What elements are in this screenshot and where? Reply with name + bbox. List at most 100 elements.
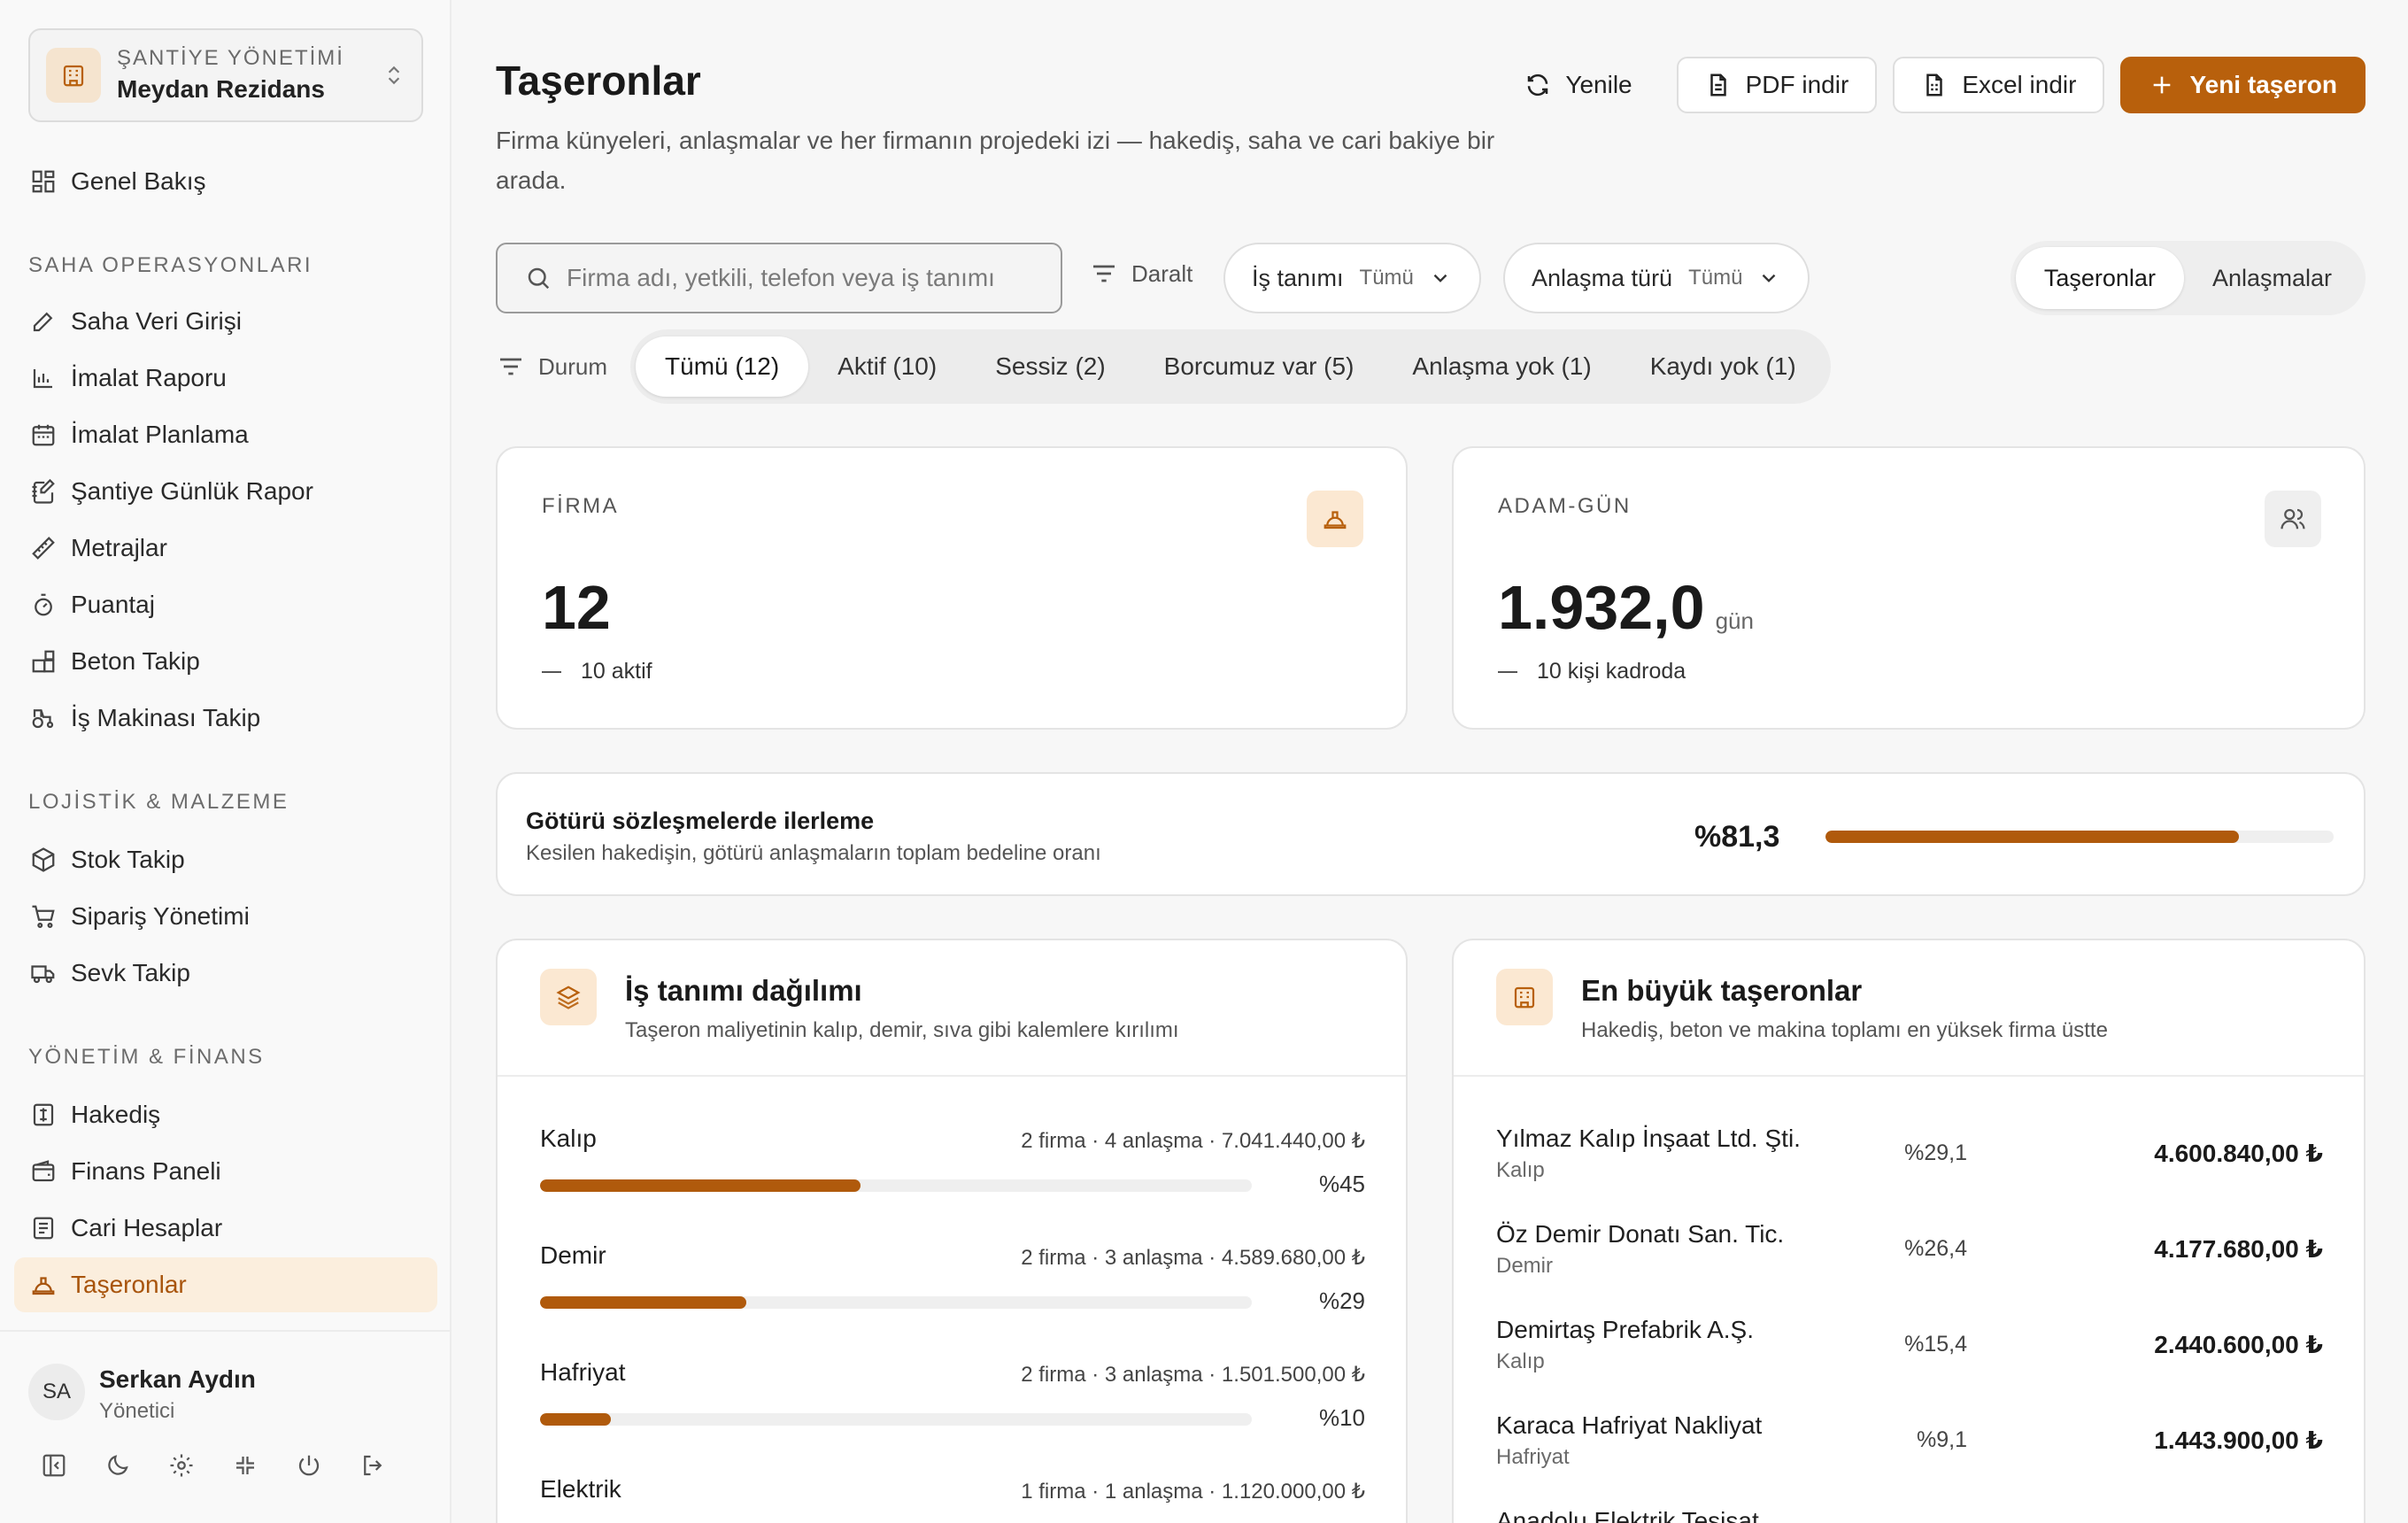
tab-subcontractors[interactable]: Taşeronlar [2015, 247, 2184, 309]
distribution-track [540, 1413, 1252, 1426]
search-box[interactable] [496, 243, 1062, 313]
new-label: Yeni taşeron [2189, 71, 2337, 98]
chevron-up-down-icon [382, 64, 405, 87]
status-tab-active[interactable]: Aktif (10) [837, 352, 938, 380]
status-tab-no-record[interactable]: Kaydı yok (1) [1649, 352, 1796, 380]
project-name: Meydan Rezidans [117, 75, 325, 103]
contractor-name: Demirtaş Prefabrik A.Ş. [1496, 1316, 1754, 1343]
search-input[interactable] [567, 264, 1027, 292]
contractor-name: Yılmaz Kalıp İnşaat Ltd. Şti. [1496, 1125, 1801, 1152]
nav-section-logistics: LOJİSTİK & MALZEME [28, 790, 289, 814]
list-item[interactable]: Karaca Hafriyat Nakliyat Hafriyat %9,1 1… [1496, 1411, 2323, 1500]
status-label-text: Durum [538, 352, 608, 380]
contractor-category: Hafriyat [1496, 1445, 1570, 1469]
page-title: Taşeronlar [496, 58, 701, 104]
layers-icon [540, 969, 597, 1025]
nav-item-finance-panel[interactable]: Finans Paneli [14, 1144, 437, 1199]
notebook-pen-icon [28, 476, 58, 506]
logout-icon[interactable] [358, 1450, 388, 1480]
panel-header: En büyük taşeronlar Hakediş, beton ve ma… [1454, 940, 2364, 1077]
nav-item-machinery-tracking[interactable]: İş Makinası Takip [14, 691, 437, 746]
ledger-icon [28, 1213, 58, 1243]
avatar[interactable]: SA [28, 1364, 85, 1420]
contractor-amount: 2.440.600,00 ₺ [2154, 1331, 2323, 1358]
narrow-button[interactable]: Daralt [1089, 259, 1192, 289]
receipt-icon [28, 1100, 58, 1130]
kpi-value-number: 1.932,0 [1498, 573, 1705, 642]
list-item[interactable]: Yılmaz Kalıp İnşaat Ltd. Şti. Kalıp %29,… [1496, 1125, 2323, 1213]
distribution-meta: 2 firma · 3 anlaşma · 4.589.680,00 ₺ [1021, 1246, 1365, 1270]
cart-icon [28, 901, 58, 932]
contractor-category: Demir [1496, 1254, 1553, 1278]
gear-icon[interactable] [166, 1450, 197, 1480]
nav-item-subcontractors[interactable]: Taşeronlar [14, 1257, 437, 1312]
contractor-category: Kalıp [1496, 1349, 1545, 1373]
nav-item-field-data-entry[interactable]: Saha Veri Girişi [14, 294, 437, 349]
nav-item-overview[interactable]: Genel Bakış [14, 154, 437, 209]
nav-section-finance: YÖNETİM & FİNANS [28, 1045, 265, 1069]
file-text-icon [1705, 72, 1732, 98]
lump-sum-progress-card: Götürü sözleşmelerde ilerleme Kesilen ha… [496, 772, 2366, 896]
nav-item-shipment-tracking[interactable]: Sevk Takip [14, 946, 437, 1001]
kpi-kicker: FİRMA [542, 494, 620, 518]
progress-percent: %81,3 [1694, 820, 1780, 854]
status-tab-no-agreement[interactable]: Anlaşma yok (1) [1412, 352, 1592, 380]
panel-subtitle: Hakediş, beton ve makina toplamı en yüks… [1581, 1018, 2108, 1042]
excel-download-button[interactable]: Excel indir [1893, 57, 2105, 113]
nav-item-timesheet[interactable]: Puantaj [14, 577, 437, 632]
main-content: Taşeronlar Firma künyeleri, anlaşmalar v… [452, 0, 2408, 1523]
tractor-icon [28, 703, 58, 733]
contractor-name: Anadolu Elektrik Tesisat [1496, 1507, 1759, 1523]
nav-label: İmalat Raporu [71, 364, 227, 391]
nav-item-production-planning[interactable]: İmalat Planlama [14, 407, 437, 462]
sidebar-collapse-icon[interactable] [39, 1450, 69, 1480]
distribution-fill [540, 1179, 861, 1192]
status-tab-we-owe[interactable]: Borcumuz var (5) [1163, 352, 1354, 380]
calendar-icon [28, 420, 58, 450]
status-filter: Durum Tümü (12) Aktif (10) Sessiz (2) Bo… [496, 329, 1831, 404]
tab-agreements[interactable]: Anlaşmalar [2211, 264, 2332, 291]
new-subcontractor-button[interactable]: Yeni taşeron [2120, 57, 2366, 113]
nav-label: İmalat Planlama [71, 421, 249, 448]
kpi-kicker: ADAM-GÜN [1498, 494, 1632, 518]
filter-lines-icon [496, 352, 526, 382]
nav-label: Puantaj [71, 591, 155, 618]
list-item[interactable]: Anadolu Elektrik Tesisat [1496, 1507, 2323, 1523]
plus-icon [2149, 72, 2175, 98]
refresh-button[interactable]: Yenile [1496, 57, 1660, 113]
progress-fill [1825, 831, 2239, 843]
top-subcontractors-panel: En büyük taşeronlar Hakediş, beton ve ma… [1452, 939, 2366, 1523]
distribution-name: Hafriyat [540, 1358, 626, 1386]
project-switcher[interactable]: ŞANTİYE YÖNETİMİ Meydan Rezidans [28, 28, 423, 122]
project-kicker: ŞANTİYE YÖNETİMİ [117, 46, 344, 70]
nav-item-daily-report[interactable]: Şantiye Günlük Rapor [14, 464, 437, 519]
contractor-share: %29,1 [1904, 1140, 1967, 1165]
nav-item-stock-tracking[interactable]: Stok Takip [14, 832, 437, 887]
filter-lines-icon [1089, 259, 1119, 289]
bar-chart-icon [28, 363, 58, 393]
nav-item-order-management[interactable]: Sipariş Yönetimi [14, 889, 437, 944]
package-icon [28, 845, 58, 875]
pdf-download-button[interactable]: PDF indir [1676, 57, 1878, 113]
list-item[interactable]: Demirtaş Prefabrik A.Ş. Kalıp %15,4 2.44… [1496, 1316, 2323, 1404]
nav-section-operations: SAHA OPERASYONLARI [28, 253, 313, 277]
power-icon[interactable] [294, 1450, 324, 1480]
list-item[interactable]: Öz Demir Donatı San. Tic. Demir %26,4 4.… [1496, 1220, 2323, 1309]
pdf-label: PDF indir [1745, 71, 1849, 98]
kpi-value: 1.932,0 gün [1498, 572, 1754, 643]
distribution-meta: 2 firma · 3 anlaşma · 1.501.500,00 ₺ [1021, 1363, 1365, 1387]
status-tab-quiet[interactable]: Sessiz (2) [995, 352, 1106, 380]
nav-item-progress-payment[interactable]: Hakediş [14, 1087, 437, 1142]
nav-item-production-report[interactable]: İmalat Raporu [14, 351, 437, 406]
chevron-down-icon [1428, 266, 1453, 290]
nav-item-quantities[interactable]: Metrajlar [14, 521, 437, 576]
job-type-select[interactable]: İş tanımı Tümü [1223, 243, 1481, 313]
agreement-type-select[interactable]: Anlaşma türü Tümü [1503, 243, 1810, 313]
moon-icon[interactable] [103, 1450, 133, 1480]
status-tab-all[interactable]: Tümü (12) [636, 336, 809, 397]
nav-item-current-accounts[interactable]: Cari Hesaplar [14, 1201, 437, 1256]
minimize-icon[interactable] [230, 1450, 260, 1480]
blocks-icon [28, 646, 58, 676]
dashboard-icon [28, 166, 58, 197]
nav-item-concrete-tracking[interactable]: Beton Takip [14, 634, 437, 689]
